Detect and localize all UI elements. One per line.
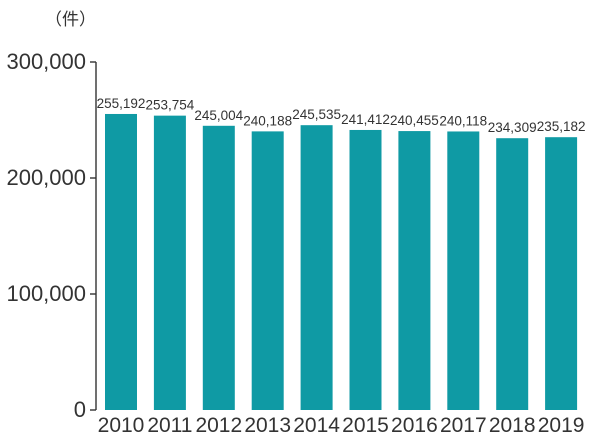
data-label: 241,412 — [341, 112, 390, 127]
bar — [300, 125, 333, 411]
bar — [251, 131, 284, 410]
x-tick-label: 2017 — [440, 414, 487, 437]
x-tick-label: 2018 — [489, 414, 536, 437]
data-label: 235,182 — [537, 119, 586, 134]
data-label: 234,309 — [488, 120, 537, 135]
bar — [202, 125, 235, 411]
x-tick-label: 2013 — [244, 414, 291, 437]
bar — [105, 113, 137, 410]
bar — [349, 129, 382, 410]
x-axis-ticks: 2010 2011 2012 2013 2014 2015 2016 2017 2018 2019 — [98, 414, 585, 437]
x-tick-label: 2010 — [98, 414, 145, 437]
bar — [545, 137, 578, 410]
data-label: 240,118 — [439, 113, 487, 128]
x-tick-label: 2014 — [293, 414, 340, 437]
y-tick-label: 0 — [74, 397, 86, 422]
data-label: 253,754 — [145, 98, 194, 113]
data-label: 245,004 — [194, 108, 243, 123]
x-tick-label: 2011 — [147, 414, 192, 437]
x-tick-label: 2012 — [195, 414, 242, 437]
bar-series — [105, 113, 578, 411]
bar — [398, 131, 431, 410]
data-label: 255,192 — [97, 96, 146, 111]
x-tick-label: 2015 — [342, 414, 389, 437]
y-tick-label: 300,000 — [6, 49, 86, 74]
data-label: 240,455 — [390, 113, 439, 128]
x-tick-label: 2019 — [538, 414, 585, 437]
data-label: 245,535 — [292, 107, 341, 122]
y-tick-label: 200,000 — [6, 165, 86, 190]
bar — [496, 138, 529, 411]
y-axis-unit-label: （件） — [45, 10, 96, 30]
x-tick-label: 2016 — [391, 414, 438, 437]
bar — [447, 131, 480, 410]
bar — [153, 115, 186, 411]
y-axis-ticks: 0 100,000 200,000 300,000 — [6, 49, 96, 422]
y-tick-label: 100,000 — [6, 281, 86, 306]
data-label: 240,188 — [243, 113, 292, 128]
